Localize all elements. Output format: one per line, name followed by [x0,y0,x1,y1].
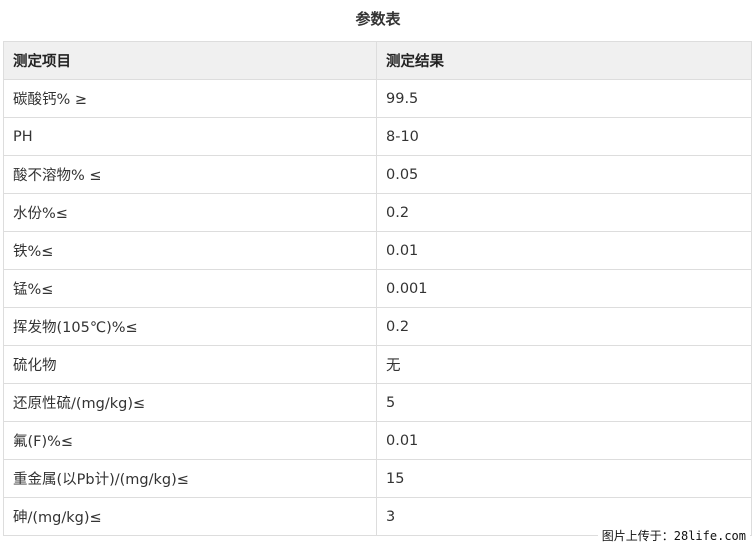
cell-result: 5 [376,383,752,422]
cell-result: 0.001 [376,269,752,308]
table-row: 氟(F)%≤ 0.01 [3,421,752,460]
table-row: 还原性硫/(mg/kg)≤ 5 [3,383,752,422]
table-row: 硫化物无 [3,345,752,384]
cell-result: 99.5 [376,79,752,118]
table-row: 重金属(以Pb计)/(mg/kg)≤ 15 [3,459,752,498]
cell-result: 无 [376,345,752,384]
cell-result: 0.01 [376,231,752,270]
cell-result: 0.05 [376,155,752,194]
cell-item: 砷/(mg/kg)≤ [3,497,377,536]
table-row: 铁%≤ 0.01 [3,231,752,270]
cell-item: 挥发物(105℃)%≤ [3,307,377,346]
header-item: 测定项目 [3,41,377,80]
table-title: 参数表 [355,10,401,28]
cell-item: 重金属(以Pb计)/(mg/kg)≤ [3,459,377,498]
cell-item: 硫化物 [3,345,377,384]
table-row: 挥发物(105℃)%≤ 0.2 [3,307,752,346]
cell-result: 0.2 [376,307,752,346]
cell-item: 铁%≤ [3,231,377,270]
parameter-table: 测定项目 测定结果 碳酸钙% ≥99.5 PH 8-10 酸不溶物% ≤0.05 水份%… [3,41,752,536]
cell-result: 8-10 [376,117,752,156]
table-row: 碳酸钙% ≥99.5 [3,79,752,118]
table-row: 水份%≤ 0.2 [3,193,752,232]
cell-item: 锰%≤ [3,269,377,308]
table-header-row: 测定项目 测定结果 [3,41,752,80]
table-row: 酸不溶物% ≤0.05 [3,155,752,194]
cell-result: 15 [376,459,752,498]
cell-result: 0.2 [376,193,752,232]
cell-item: 还原性硫/(mg/kg)≤ [3,383,377,422]
cell-item: PH [3,117,377,156]
watermark: 图片上传于：28life.com [597,525,750,546]
table-row: 锰%≤ 0.001 [3,269,752,308]
cell-item: 酸不溶物% ≤ [3,155,377,194]
table-row: PH 8-10 [3,117,752,156]
cell-item: 水份%≤ [3,193,377,232]
cell-result: 0.01 [376,421,752,460]
cell-item: 碳酸钙% ≥ [3,79,377,118]
cell-item: 氟(F)%≤ [3,421,377,460]
header-result: 测定结果 [376,41,752,80]
